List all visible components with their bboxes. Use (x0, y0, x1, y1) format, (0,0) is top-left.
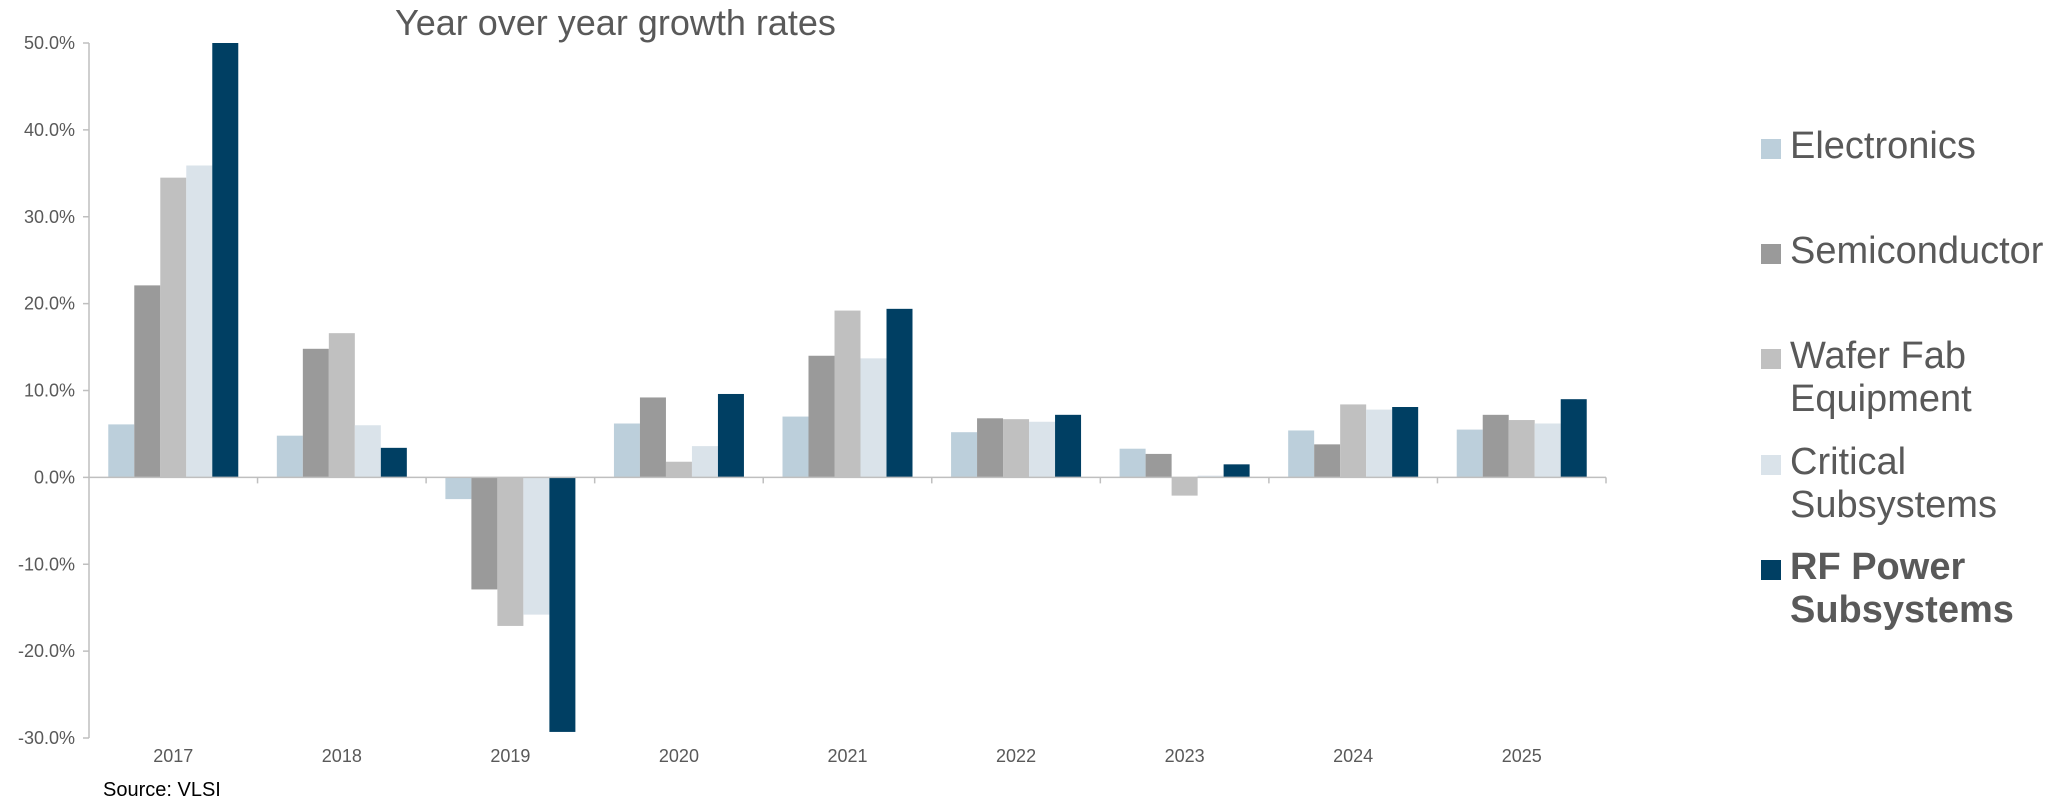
legend-swatch (1761, 455, 1781, 475)
bar-electronics-2018 (276, 435, 303, 478)
bar-critical-subsystems-2024 (1366, 409, 1393, 478)
bar-rf-power-subsystems-2022 (1055, 414, 1082, 478)
y-tick-label: 0.0% (34, 467, 75, 487)
bar-semiconductor-2020 (639, 397, 666, 478)
chart-title: Year over year growth rates (395, 2, 836, 43)
legend-label: Electronics (1790, 125, 1976, 167)
bar-semiconductor-2019 (471, 477, 498, 590)
bar-critical-subsystems-2021 (860, 358, 887, 478)
bar-rf-power-subsystems-2025 (1560, 399, 1587, 478)
bar-critical-subsystems-2022 (1029, 421, 1056, 478)
legend-swatch (1761, 349, 1781, 369)
bar-wafer-fab-equipment-2024 (1340, 404, 1367, 478)
x-tick-label: 2025 (1502, 746, 1542, 766)
bar-rf-power-subsystems-2024 (1392, 407, 1419, 478)
y-tick-label: -20.0% (18, 641, 75, 661)
legend-item-semiconductor: Semiconductor (1761, 230, 2044, 272)
bar-electronics-2019 (445, 477, 472, 500)
bar-electronics-2025 (1456, 429, 1483, 478)
legend-label: Equipment (1790, 378, 1972, 420)
bar-wafer-fab-equipment-2018 (328, 333, 355, 478)
bar-semiconductor-2021 (808, 355, 835, 478)
x-tick-label: 2024 (1333, 746, 1373, 766)
legend-label: Subsystems (1790, 589, 2014, 631)
bar-electronics-2017 (108, 424, 135, 478)
bar-rf-power-subsystems-2023 (1223, 464, 1250, 478)
legend-swatch (1761, 139, 1781, 159)
x-tick-label: 2023 (1165, 746, 1205, 766)
x-tick-label: 2018 (322, 746, 362, 766)
bar-critical-subsystems-2020 (691, 446, 718, 478)
bar-rf-power-subsystems-2018 (380, 447, 407, 478)
bar-semiconductor-2018 (302, 348, 329, 478)
bar-critical-subsystems-2023 (1197, 475, 1224, 478)
y-tick-label: 20.0% (24, 294, 75, 314)
legend-label: Subsystems (1790, 484, 1997, 526)
legend-swatch (1761, 560, 1781, 580)
bar-electronics-2024 (1288, 430, 1315, 478)
plot-area: -30.0% -20.0% -10.0% 0.0% 10.0% 20.0% 30.0% 40.… (18, 33, 1607, 766)
x-tick-label: 2020 (659, 746, 699, 766)
bar-critical-subsystems-2019 (523, 477, 550, 615)
legend-label: Critical (1790, 441, 1906, 483)
y-tick-label: 10.0% (24, 381, 75, 401)
bar-wafer-fab-equipment-2021 (834, 310, 861, 478)
legend-label: Wafer Fab (1790, 335, 1966, 377)
y-tick-label: -30.0% (18, 728, 75, 748)
bar-rf-power-subsystems-2021 (886, 308, 913, 478)
bar-wafer-fab-equipment-2020 (665, 461, 692, 478)
y-tick-label: 30.0% (24, 207, 75, 227)
bar-semiconductor-2024 (1314, 444, 1341, 478)
x-tick-label: 2021 (827, 746, 867, 766)
legend-swatch (1761, 244, 1781, 264)
source-note: Source: VLSI (103, 779, 221, 799)
bar-wafer-fab-equipment-2017 (160, 177, 187, 478)
bar-electronics-2021 (782, 416, 809, 478)
legend-label: Semiconductor (1790, 230, 2044, 272)
bar-semiconductor-2025 (1482, 414, 1509, 478)
bar-rf-power-subsystems-2020 (717, 393, 744, 478)
bar-semiconductor-2022 (977, 418, 1004, 478)
bar-rf-power-subsystems-2017 (212, 43, 239, 478)
bar-wafer-fab-equipment-2023 (1171, 477, 1198, 496)
y-tick-label: 50.0% (24, 33, 75, 53)
bar-critical-subsystems-2018 (354, 425, 381, 478)
bar-rf-power-subsystems-2019 (549, 477, 576, 732)
x-tick-label: 2017 (153, 746, 193, 766)
legend-label: RF Power (1790, 546, 1965, 588)
bar-electronics-2023 (1119, 448, 1146, 478)
x-tick-label: 2019 (490, 746, 530, 766)
x-tick-label: 2022 (996, 746, 1036, 766)
bar-wafer-fab-equipment-2022 (1003, 419, 1030, 478)
legend: Electronics Semiconductor Wafer FabEquipme… (1761, 125, 2044, 631)
bar-electronics-2020 (613, 423, 640, 478)
bar-critical-subsystems-2017 (186, 165, 213, 478)
bar-semiconductor-2017 (134, 285, 161, 478)
bar-electronics-2022 (951, 432, 978, 478)
y-tick-label: 40.0% (24, 120, 75, 140)
bar-semiconductor-2023 (1145, 453, 1172, 478)
bar-wafer-fab-equipment-2025 (1508, 420, 1535, 478)
bar-wafer-fab-equipment-2019 (497, 477, 524, 626)
y-tick-label: -10.0% (18, 554, 75, 574)
bar-critical-subsystems-2025 (1534, 423, 1561, 478)
legend-item-electronics: Electronics (1761, 125, 1976, 167)
